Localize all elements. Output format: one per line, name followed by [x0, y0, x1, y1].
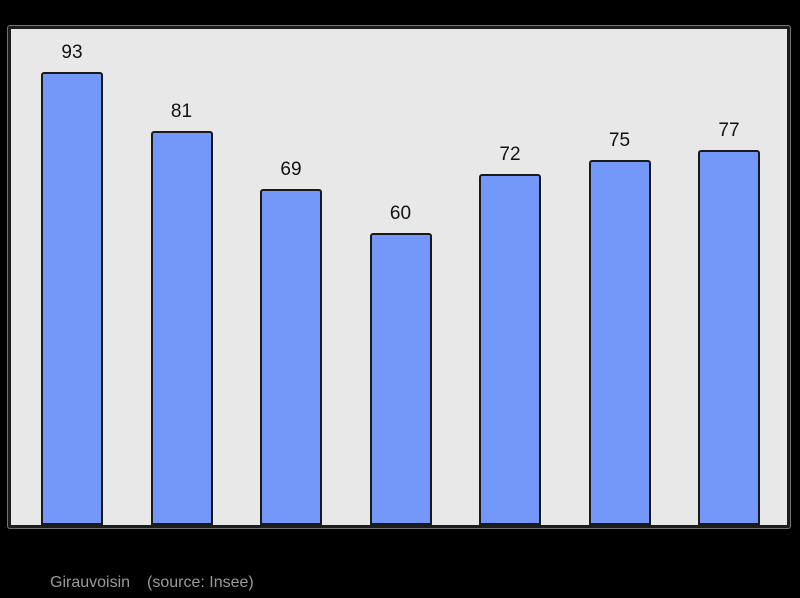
chart-panel: 93 81 69 60 72 75 77	[8, 26, 790, 528]
bar-value-label: 69	[280, 159, 302, 180]
bar	[479, 174, 541, 525]
place-label: Girauvoisin	[50, 574, 131, 591]
chart-footer: Girauvoisin (source: Insee)	[50, 574, 254, 592]
bar-value-label: 77	[718, 120, 740, 141]
bar-group: 69	[260, 29, 322, 525]
bar-group: 60	[369, 29, 432, 525]
bar	[588, 160, 651, 525]
bar	[260, 189, 322, 525]
bar	[41, 72, 103, 525]
bar-group: 93	[41, 29, 103, 525]
bar	[369, 233, 432, 525]
bar	[150, 131, 213, 525]
bar-value-label: 75	[608, 130, 631, 151]
bar-group: 72	[479, 29, 541, 525]
bar-group: 77	[698, 29, 760, 525]
plot-area: 93 81 69 60 72 75 77	[11, 29, 787, 525]
bar-value-label: 81	[170, 101, 193, 122]
bar-group: 75	[588, 29, 651, 525]
bar-value-label: 60	[389, 203, 412, 224]
bar-value-label: 93	[61, 42, 83, 63]
bar	[698, 150, 760, 525]
source-label: (source: Insee)	[147, 574, 254, 591]
bar-value-label: 72	[499, 144, 521, 165]
bar-group: 81	[150, 29, 213, 525]
